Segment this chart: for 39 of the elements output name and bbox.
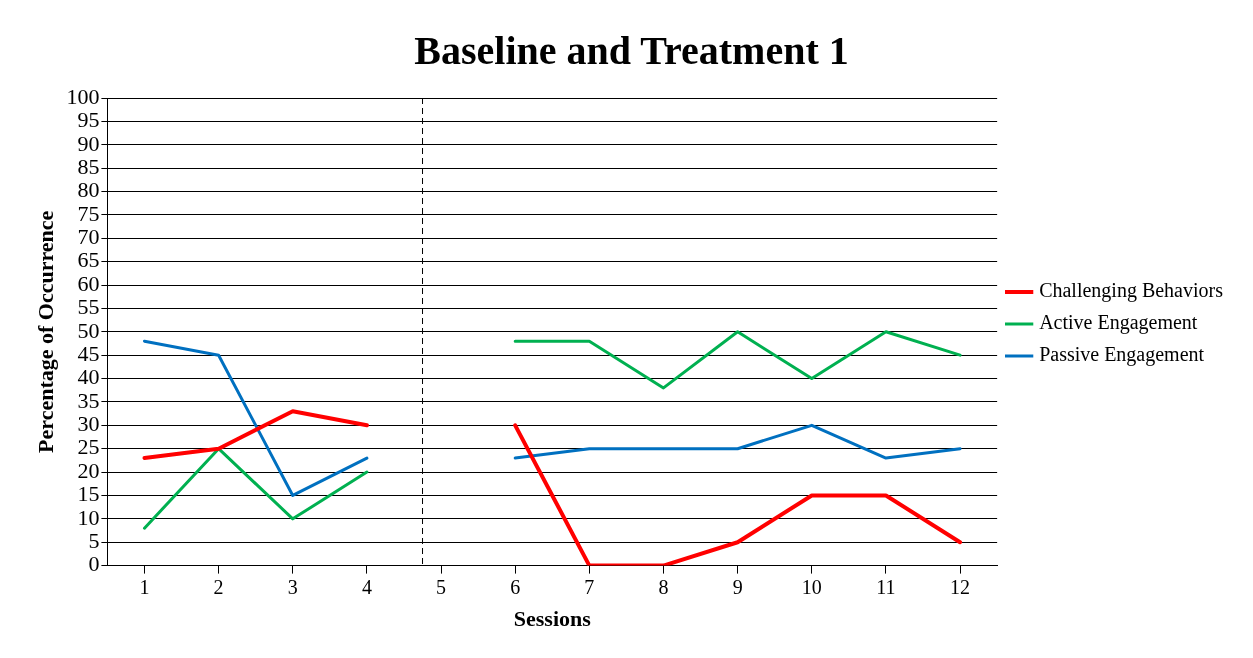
x-tick-label: 11 bbox=[876, 575, 896, 598]
x-tick-label: 10 bbox=[801, 575, 822, 598]
y-tick-label: 85 bbox=[77, 153, 100, 179]
y-tick-label: 75 bbox=[77, 200, 100, 226]
x-tick-label: 7 bbox=[584, 575, 595, 598]
x-tick-label: 8 bbox=[658, 575, 669, 598]
x-tick-label: 3 bbox=[287, 575, 298, 598]
y-tick-label: 60 bbox=[77, 270, 100, 296]
y-tick-label: 95 bbox=[77, 107, 100, 133]
y-tick-label: 0 bbox=[88, 551, 100, 577]
legend-label: Challenging Behaviors bbox=[1039, 279, 1224, 303]
chart-title: Baseline and Treatment 1 bbox=[414, 28, 849, 74]
y-axis-title: Percentage of Occurrence bbox=[32, 210, 58, 453]
y-tick-label: 70 bbox=[77, 224, 100, 250]
y-tick-label: 100 bbox=[66, 83, 100, 109]
y-tick-label: 10 bbox=[77, 504, 100, 530]
y-tick-label: 35 bbox=[77, 387, 100, 413]
x-tick-label: 12 bbox=[950, 575, 971, 598]
y-tick-label: 50 bbox=[77, 317, 100, 343]
y-tick-label: 25 bbox=[77, 434, 100, 460]
y-tick-label: 15 bbox=[77, 481, 100, 507]
x-tick-label: 2 bbox=[213, 575, 224, 598]
x-axis-title: Sessions bbox=[513, 606, 592, 632]
x-tick-label: 5 bbox=[436, 575, 447, 598]
y-tick-label: 30 bbox=[77, 411, 100, 437]
x-tick-label: 6 bbox=[510, 575, 521, 598]
x-tick-label: 4 bbox=[361, 575, 372, 598]
legend-label: Active Engagement bbox=[1039, 311, 1198, 335]
y-tick-label: 65 bbox=[77, 247, 100, 273]
y-tick-label: 55 bbox=[77, 294, 100, 320]
y-tick-label: 5 bbox=[88, 528, 100, 553]
y-tick-label: 90 bbox=[77, 130, 100, 156]
y-tick-label: 20 bbox=[77, 457, 100, 483]
x-tick-label: 9 bbox=[732, 575, 743, 598]
y-tick-label: 45 bbox=[77, 340, 100, 366]
y-tick-label: 80 bbox=[77, 177, 100, 203]
y-tick-label: 40 bbox=[77, 364, 100, 390]
x-tick-label: 1 bbox=[139, 575, 150, 598]
legend-label: Passive Engagement bbox=[1039, 343, 1205, 367]
